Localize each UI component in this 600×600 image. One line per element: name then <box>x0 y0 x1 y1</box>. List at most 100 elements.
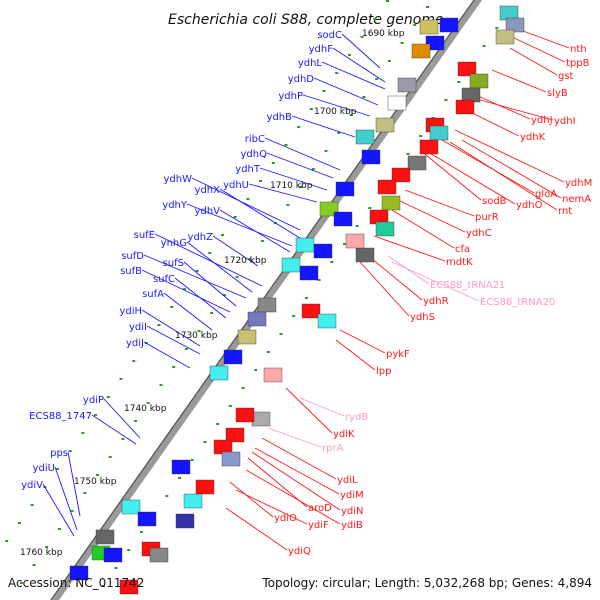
leader-line-ydhw <box>191 177 301 231</box>
gene-left <box>171 459 191 475</box>
gene-left <box>439 17 459 33</box>
tick-mark <box>297 126 301 128</box>
gene-left <box>95 529 115 545</box>
gene-label-ydih: ydiH <box>119 306 142 317</box>
tick-mark <box>119 378 123 380</box>
gene-right <box>355 247 375 263</box>
tick-mark <box>347 54 351 56</box>
leader-line-ydhc <box>397 199 466 233</box>
gene-label-ydhc: ydhC <box>466 228 492 239</box>
gene-label-ydib: ydiB <box>341 520 363 531</box>
tick-mark <box>254 369 258 371</box>
gene-right <box>377 179 397 195</box>
gene-left <box>335 181 355 197</box>
gene-label-lpp: lpp <box>376 366 391 377</box>
tick-mark <box>317 279 321 281</box>
gene-label-ydhs: ydhS <box>410 312 435 323</box>
tick-mark <box>17 522 21 524</box>
gene-label-ydiv: ydiV <box>21 480 43 491</box>
tick-mark <box>343 243 346 245</box>
leader-line-slyb <box>491 69 547 93</box>
gene-right <box>345 233 365 249</box>
leader-line-ydhx <box>219 188 301 239</box>
gene-label-ydik: ydiK <box>333 429 355 440</box>
gene-label-sufs: sufS <box>163 258 184 269</box>
tick-mark <box>259 180 263 182</box>
gene-right <box>381 195 401 211</box>
gene-left <box>137 511 157 527</box>
gene-right <box>225 427 245 443</box>
gene-label-slyb: slyB <box>547 88 568 99</box>
leader-line-ydhm <box>454 129 565 183</box>
gene-label-rnt: rnt <box>558 206 572 217</box>
gene-label-gloa: gloA <box>535 189 557 200</box>
tick-mark <box>335 72 339 74</box>
leader-line-ecs88-trna20 <box>391 261 480 302</box>
gene-label-ydhd: ydhD <box>288 74 315 85</box>
kbp-tick-label: 1740 kbp <box>124 404 167 414</box>
topology-label: Topology: circular; Length: 5,032,268 bp… <box>261 576 592 590</box>
tick-mark <box>195 270 199 272</box>
tick-mark <box>5 540 9 542</box>
leader-line-ydhd <box>313 77 379 106</box>
gene-label-ydif: ydiF <box>308 520 329 531</box>
tick-mark <box>233 216 237 218</box>
tick-mark <box>284 144 288 146</box>
leader-line-ydhz <box>212 235 259 267</box>
gene-left <box>375 117 395 133</box>
gene-label-ribc: ribC <box>245 134 265 145</box>
leader-line-sufa <box>163 292 213 331</box>
gene-right <box>407 155 427 171</box>
leader-line-ydii <box>146 325 201 355</box>
gene-label-sufe: sufE <box>134 230 155 241</box>
tick-mark <box>32 564 36 566</box>
gene-left <box>209 365 229 381</box>
gene-left <box>103 547 123 563</box>
leader-line-pps <box>67 451 81 517</box>
gene-right <box>495 29 515 45</box>
gene-left <box>361 149 381 165</box>
gene-label-tppb: tppB <box>566 58 590 69</box>
leader-line-rnt <box>449 141 558 211</box>
tick-mark <box>81 432 85 434</box>
leader-line-ydhs <box>359 261 410 317</box>
kbp-tick-label: 1690 kbp <box>362 29 405 39</box>
rna-label-rpra: rprA <box>322 443 344 454</box>
tick-mark <box>101 585 105 587</box>
gene-right <box>235 407 255 423</box>
gene-left <box>397 77 417 93</box>
tick-mark <box>30 504 34 506</box>
leader-line-ydht <box>259 167 328 191</box>
leader-line-ynhg <box>186 241 253 293</box>
tick-mark <box>203 441 207 443</box>
tick-mark <box>400 42 404 44</box>
leader-line-ydhl <box>321 61 386 90</box>
gene-right <box>263 367 283 383</box>
tick-mark <box>261 240 264 242</box>
gene-right <box>317 313 337 329</box>
tick-mark <box>157 324 161 326</box>
tick-mark <box>221 234 224 236</box>
gene-label-ydhk: ydhK <box>520 132 546 143</box>
leader-line-ydhu <box>248 183 318 203</box>
tick-mark <box>482 45 486 47</box>
tick-mark <box>19 582 23 584</box>
gene-left <box>299 265 319 281</box>
rna-label-ecs88-trna20: ECS88_tRNA20 <box>480 297 555 308</box>
gene-left <box>425 35 445 51</box>
leader-line-ydif <box>235 489 308 525</box>
tick-mark <box>216 423 220 425</box>
map-title: Escherichia coli S88, complete genome <box>168 12 444 28</box>
leader-line-rpra <box>267 427 322 448</box>
gene-left <box>237 329 257 345</box>
leader-line-sodb <box>419 149 482 201</box>
gene-label-ydim: ydiM <box>340 490 364 501</box>
gene-label-ecs88-1747: ECS88_1747 <box>29 411 92 422</box>
tick-mark <box>210 312 214 314</box>
leader-line-ydin <box>251 451 341 511</box>
tick-mark <box>286 204 290 206</box>
tick-mark <box>208 252 212 254</box>
gene-left <box>295 237 315 253</box>
gene-left <box>313 243 333 259</box>
tick-mark <box>349 114 353 116</box>
